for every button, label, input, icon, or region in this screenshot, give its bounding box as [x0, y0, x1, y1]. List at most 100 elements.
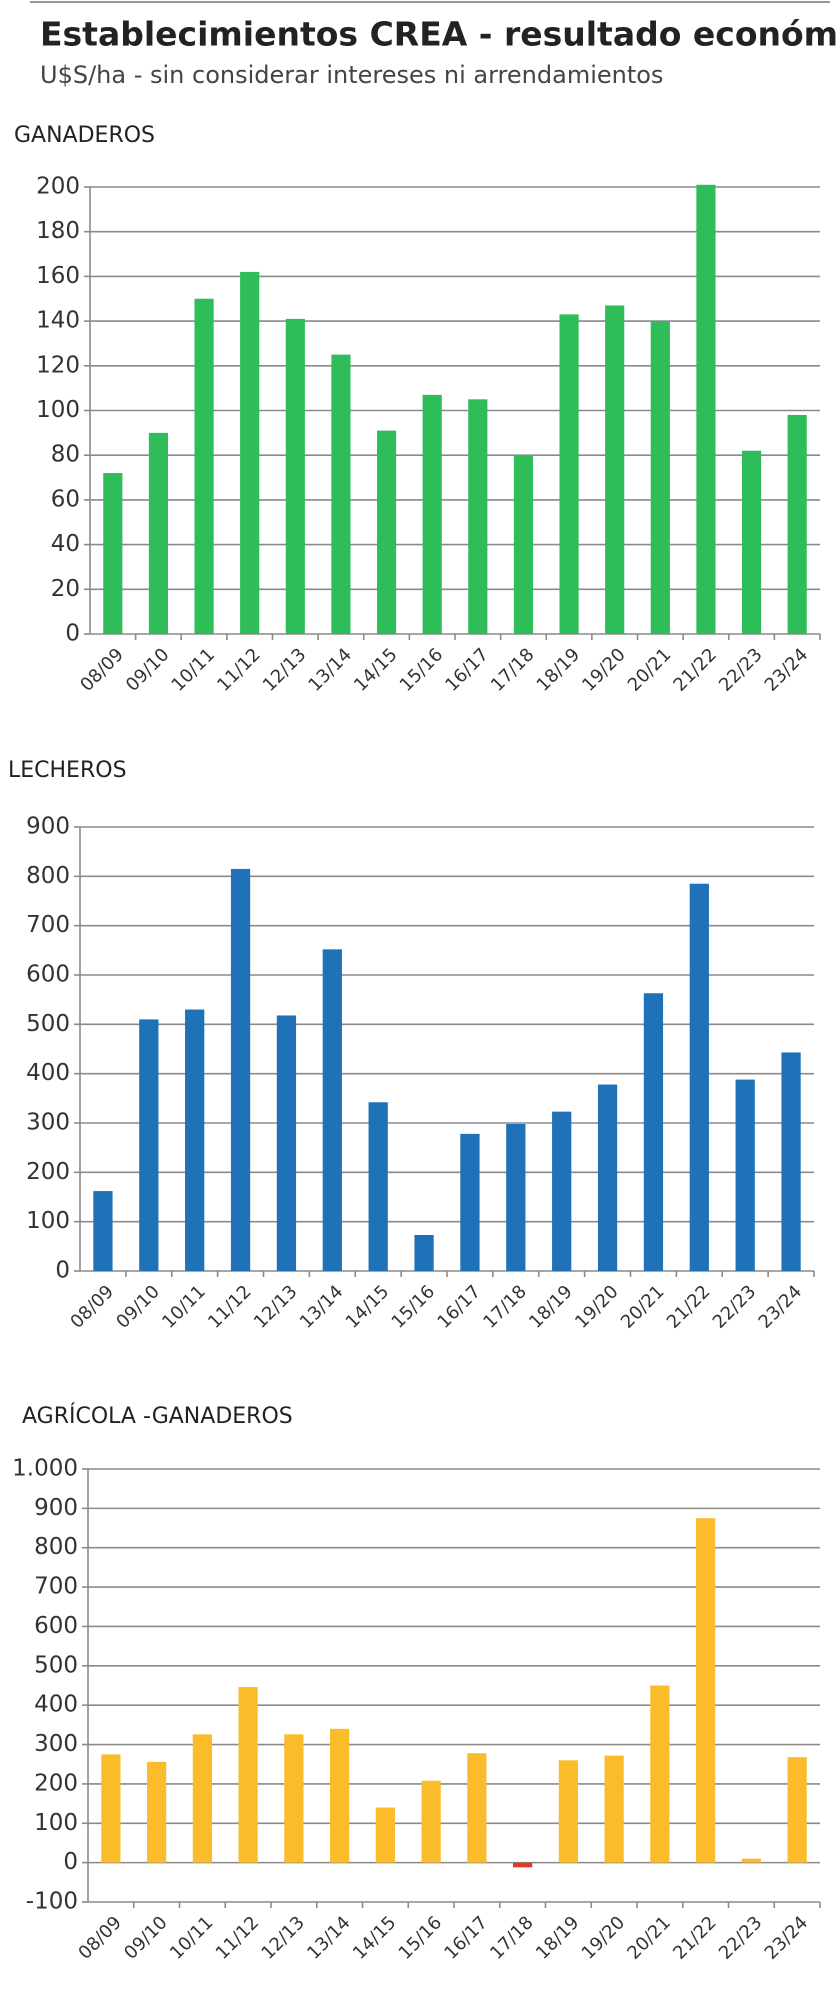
bar — [696, 1518, 716, 1863]
bar — [422, 394, 442, 634]
y-tick-label: 700 — [26, 912, 70, 938]
x-tick-label: 13/14 — [304, 644, 356, 696]
x-tick-label: 18/19 — [532, 1912, 584, 1964]
bar — [93, 1191, 113, 1271]
y-tick-label: 40 — [51, 531, 80, 557]
x-tick-label: 10/11 — [158, 1281, 210, 1333]
bar — [285, 318, 305, 634]
bar — [330, 1728, 350, 1863]
x-tick-label: 09/10 — [120, 1912, 172, 1964]
bar — [194, 298, 214, 634]
x-tick-label: 19/20 — [571, 1281, 623, 1333]
bar — [284, 1734, 304, 1863]
x-tick-label: 21/22 — [663, 1281, 715, 1333]
x-tick-label: 15/16 — [396, 644, 448, 696]
y-tick-label: 0 — [65, 621, 80, 647]
chart-title: GANADEROS — [14, 123, 155, 148]
y-tick-label: 140 — [36, 308, 80, 334]
y-tick-label: 160 — [36, 263, 80, 289]
bar — [650, 321, 670, 634]
y-tick-label: 100 — [26, 1208, 70, 1234]
bar — [559, 314, 579, 634]
bar — [414, 1234, 434, 1271]
bar — [238, 1687, 258, 1863]
x-tick-label: 23/24 — [761, 644, 813, 696]
x-tick-label: 20/21 — [617, 1281, 669, 1333]
x-tick-label: 17/18 — [487, 644, 539, 696]
y-tick-label: -100 — [26, 1889, 78, 1915]
x-tick-label: 22/23 — [715, 644, 767, 696]
x-tick-label: 11/12 — [213, 644, 265, 696]
x-tick-label: 09/10 — [112, 1281, 164, 1333]
y-tick-label: 300 — [34, 1731, 78, 1757]
bar — [552, 1111, 572, 1271]
bar — [421, 1780, 441, 1863]
x-tick-label: 08/09 — [76, 644, 128, 696]
y-tick-label: 800 — [34, 1534, 78, 1560]
bar — [375, 1807, 395, 1863]
bar — [643, 993, 664, 1271]
y-tick-label: 200 — [26, 1159, 70, 1185]
y-tick-label: 0 — [63, 1849, 78, 1875]
bar — [376, 430, 397, 634]
x-tick-label: 22/23 — [709, 1281, 761, 1333]
bar — [276, 1015, 297, 1271]
x-tick-label: 11/12 — [212, 1912, 264, 1964]
bar — [240, 271, 260, 634]
bar — [513, 1862, 533, 1868]
x-tick-label: 11/12 — [204, 1281, 256, 1333]
x-tick-label: 20/21 — [624, 644, 676, 696]
x-tick-label: 10/11 — [168, 644, 220, 696]
x-tick-label: 18/19 — [525, 1281, 577, 1333]
bar — [185, 1009, 205, 1271]
x-tick-label: 19/20 — [578, 1912, 630, 1964]
x-tick-label: 12/13 — [257, 1912, 309, 1964]
bar — [650, 1685, 670, 1863]
x-tick-label: 21/22 — [669, 644, 721, 696]
x-tick-label: 17/18 — [479, 1281, 531, 1333]
bar — [787, 1757, 807, 1863]
x-tick-label: 14/15 — [342, 1281, 394, 1333]
y-tick-label: 0 — [55, 1258, 70, 1284]
x-tick-label: 20/21 — [623, 1912, 675, 1964]
x-tick-label: 16/17 — [440, 1912, 492, 1964]
y-tick-label: 80 — [51, 442, 80, 468]
x-tick-label: 12/13 — [250, 1281, 302, 1333]
bar — [696, 184, 716, 634]
y-tick-label: 900 — [26, 814, 70, 840]
x-tick-label: 17/18 — [486, 1912, 538, 1964]
y-tick-label: 20 — [51, 576, 80, 602]
page-subtitle: U$S/ha - sin considerar intereses ni arr… — [40, 61, 663, 89]
y-tick-label: 60 — [51, 486, 80, 512]
bar — [506, 1123, 526, 1271]
chart-title: LECHEROS — [8, 758, 127, 783]
x-tick-label: 09/10 — [122, 644, 174, 696]
x-tick-label: 18/19 — [533, 644, 585, 696]
y-tick-label: 200 — [34, 1770, 78, 1796]
y-tick-label: 500 — [34, 1652, 78, 1678]
y-tick-label: 700 — [34, 1574, 78, 1600]
bar — [604, 1755, 624, 1863]
y-tick-label: 500 — [26, 1011, 70, 1037]
bar — [331, 354, 351, 634]
bar — [460, 1133, 480, 1271]
x-tick-label: 23/24 — [761, 1912, 813, 1964]
y-tick-label: 120 — [36, 352, 80, 378]
bar — [368, 1102, 388, 1271]
bar — [467, 1753, 487, 1863]
x-tick-label: 13/14 — [296, 1281, 348, 1333]
bar — [689, 883, 709, 1271]
bar — [558, 1760, 578, 1863]
x-tick-label: 16/17 — [441, 644, 493, 696]
x-tick-label: 08/09 — [66, 1281, 118, 1333]
bar — [147, 1761, 167, 1863]
x-tick-label: 14/15 — [349, 1912, 401, 1964]
bar — [322, 949, 342, 1271]
bar — [787, 414, 807, 634]
y-tick-label: 800 — [26, 863, 70, 889]
x-tick-label: 15/16 — [395, 1912, 447, 1964]
bar — [192, 1734, 212, 1863]
bar — [605, 305, 625, 634]
bar — [781, 1052, 801, 1271]
